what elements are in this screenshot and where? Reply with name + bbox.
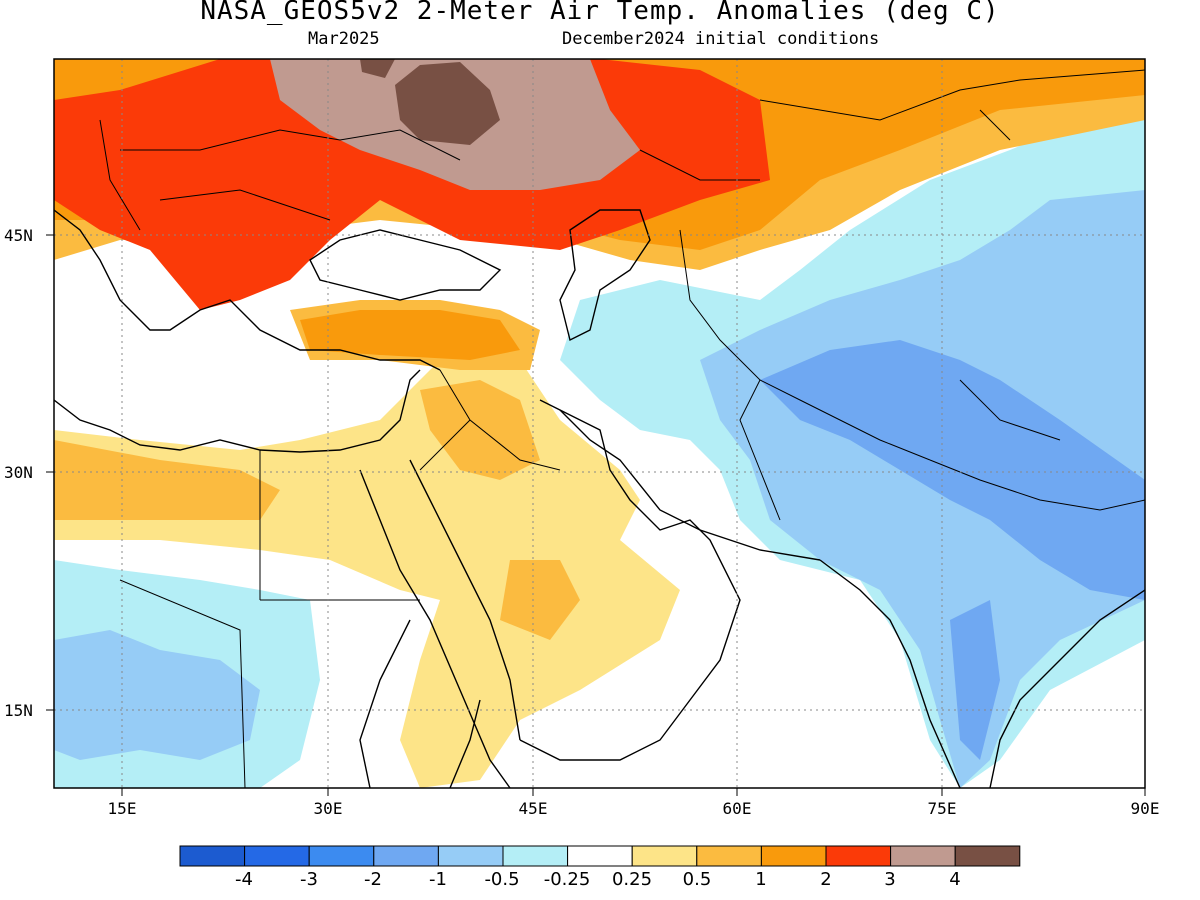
lon-label-60e: 60E — [723, 799, 752, 818]
colorbar-labels: -4 -3 -2 -1 -0.5 -0.25 0.25 0.5 1 2 3 4 — [235, 869, 961, 890]
coast-india-east — [989, 589, 1145, 788]
colorbar-label: -0.25 — [544, 869, 591, 890]
colorbar-swatch — [308, 845, 375, 867]
colorbar-swatch — [437, 845, 504, 867]
colorbar-swatch — [631, 845, 698, 867]
cold-anomaly-core-africa — [54, 630, 260, 760]
lon-label-15e: 15E — [108, 799, 137, 818]
colorbar-label: -3 — [300, 869, 318, 890]
coast-black-sea — [309, 229, 502, 301]
coast-red-sea — [359, 459, 521, 788]
colorbar-label: 0.5 — [683, 869, 712, 890]
colorbar-swatch — [244, 845, 310, 867]
warm-anomaly-peak — [360, 59, 500, 145]
cold-anomaly-strong-south-asia — [760, 340, 1145, 760]
lat-label-30n: 30N — [4, 463, 33, 482]
colorbar: -4 -3 -2 -1 -0.5 -0.25 0.25 0.5 1 2 3 4 — [179, 845, 1021, 890]
colorbar-swatches — [179, 845, 1021, 867]
colorbar-swatch — [373, 845, 439, 867]
lon-label-30e: 30E — [314, 799, 343, 818]
colorbar-swatch — [954, 845, 1021, 867]
cold-anomaly-core-south-asia — [700, 190, 1145, 788]
lon-label-75e: 75E — [928, 799, 957, 818]
colorbar-swatch — [696, 845, 762, 867]
tick-marks — [46, 234, 1146, 796]
colorbar-swatch — [825, 845, 892, 867]
warm-anomaly-turkey-core — [300, 310, 520, 360]
lat-label-15n: 15N — [4, 701, 33, 720]
lat-label-45n: 45N — [4, 226, 33, 245]
map-frame — [53, 58, 1146, 789]
colorbar-swatch — [760, 845, 827, 867]
border-middle-east-1 — [419, 369, 561, 471]
colorbar-swatch — [179, 845, 246, 867]
initial-conditions-label: December2024 initial conditions — [562, 29, 880, 49]
coastlines — [54, 209, 1145, 788]
lon-label-90e: 90E — [1131, 799, 1160, 818]
colorbar-swatch — [567, 845, 633, 867]
coast-mediterranean-north — [54, 209, 441, 371]
anomaly-field — [54, 59, 1145, 788]
country-borders — [99, 69, 1145, 788]
coast-caspian-sea — [559, 209, 651, 342]
chart-title: NASA_GEOS5v2 2-Meter Air Temp. Anomalies… — [200, 0, 1000, 26]
coast-east-africa — [359, 619, 481, 788]
border-asia-2 — [929, 379, 1145, 511]
gridlines — [54, 59, 1145, 788]
colorbar-label: -0.5 — [484, 869, 519, 890]
forecast-month: Mar2025 — [308, 29, 380, 49]
colorbar-label: 3 — [884, 869, 895, 890]
warm-anomaly-core-arabia — [54, 380, 580, 640]
border-europe-1 — [99, 119, 461, 231]
colorbar-label: -2 — [364, 869, 382, 890]
colorbar-label: 4 — [949, 869, 960, 890]
border-asia-1 — [679, 229, 931, 521]
border-asia-3 — [639, 69, 1145, 181]
colorbar-label: 1 — [755, 869, 766, 890]
border-africa-1 — [119, 450, 420, 788]
coast-persian-gulf — [559, 409, 821, 561]
colorbar-label: -1 — [429, 869, 447, 890]
colorbar-label: -4 — [235, 869, 253, 890]
colorbar-swatch — [890, 845, 956, 867]
colorbar-swatch — [502, 845, 569, 867]
lon-label-45e: 45E — [519, 799, 548, 818]
colorbar-label: 0.25 — [612, 869, 652, 890]
coast-india-west — [819, 559, 961, 788]
colorbar-label: 2 — [820, 869, 831, 890]
